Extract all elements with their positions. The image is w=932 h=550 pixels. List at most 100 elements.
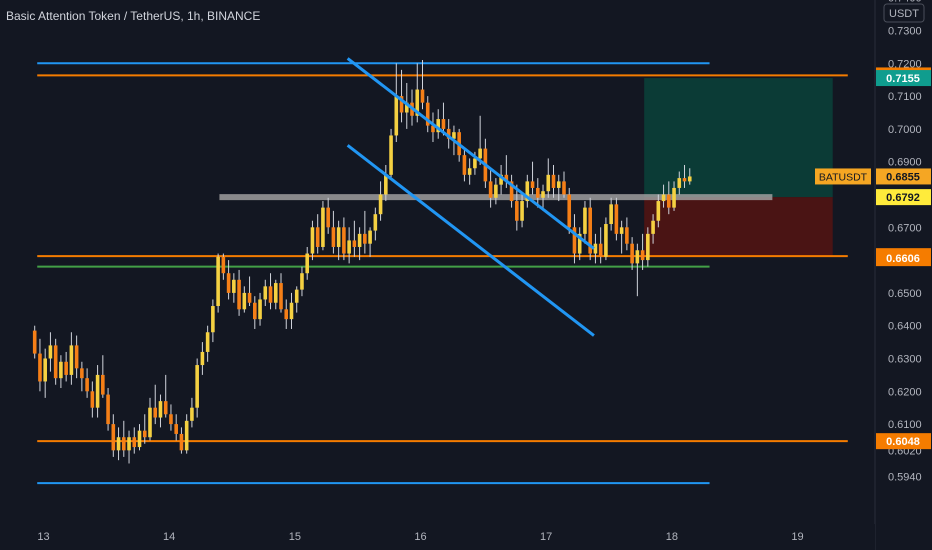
currency-box: USDT (883, 3, 925, 23)
x-tick-label: 15 (289, 531, 301, 543)
candle (389, 128, 393, 179)
candle (515, 184, 519, 231)
price-label-text: 0.6048 (886, 436, 920, 448)
candle (567, 187, 572, 234)
candle (441, 102, 446, 136)
candle (294, 286, 299, 313)
candle-body (661, 194, 666, 202)
candle (38, 338, 42, 392)
candle (488, 168, 493, 208)
candle (137, 424, 142, 451)
candle-body (174, 424, 178, 434)
candle-body (331, 227, 336, 247)
profit-zone (644, 78, 833, 198)
candle-body (640, 250, 645, 261)
candle (315, 214, 320, 254)
candle-body (431, 125, 435, 133)
candle (326, 197, 330, 234)
candle-body (300, 273, 304, 290)
candle-body (200, 351, 205, 366)
candle-body (64, 361, 68, 375)
candle-body (394, 96, 399, 136)
candle (205, 325, 210, 362)
candle-body (562, 181, 566, 195)
candle (431, 112, 435, 143)
candle (226, 260, 231, 300)
candle (420, 60, 425, 110)
candle-body (352, 240, 357, 247)
candle (494, 178, 498, 205)
candle (572, 214, 577, 264)
candle-body (279, 283, 283, 310)
candle (59, 355, 63, 389)
candle (132, 427, 137, 454)
y-tick-label: 0.6700 (888, 222, 922, 234)
candle (352, 220, 357, 257)
candle (310, 220, 315, 261)
candle (32, 325, 37, 359)
candle (184, 414, 189, 454)
y-tick-label: 0.7200 (888, 58, 922, 70)
channel-line (346, 57, 595, 250)
candle-body (666, 194, 671, 208)
candle-body (467, 168, 472, 175)
candle-body (132, 437, 137, 448)
candle-body (441, 119, 446, 129)
candle (551, 164, 556, 198)
candle (111, 414, 116, 457)
candle (101, 355, 105, 398)
candle-body (525, 181, 530, 202)
candle (279, 273, 283, 313)
candle-body (415, 89, 420, 116)
candle-body (137, 430, 142, 448)
candle-body (389, 135, 393, 175)
candle (232, 273, 236, 303)
candle-body (378, 194, 383, 215)
x-tick-label: 17 (540, 531, 552, 543)
candle-body (494, 184, 498, 198)
price-label-box (876, 250, 931, 267)
price-label: BATUSDT 0.6855 (815, 168, 931, 185)
candle-body (646, 233, 650, 261)
candle-body (373, 214, 378, 231)
price-label-text: 0.6606 (886, 253, 920, 265)
x-tick-label: 16 (414, 531, 426, 543)
candle-body (556, 181, 561, 188)
candle-body (604, 224, 608, 257)
symbol-tag (815, 168, 871, 185)
candle (363, 210, 367, 254)
candle (588, 197, 592, 261)
x-tick-label: 14 (163, 531, 175, 543)
candle-body (625, 227, 629, 244)
candle-body (153, 407, 158, 418)
candle (211, 299, 215, 343)
channel-line (346, 144, 595, 337)
candle (121, 420, 126, 457)
candle (635, 243, 640, 297)
candle (169, 404, 173, 431)
candle (80, 361, 84, 392)
candle-body (672, 187, 676, 208)
candle-body (216, 256, 220, 307)
candle-body (635, 250, 640, 264)
candle (116, 427, 121, 461)
candle-body (205, 332, 210, 352)
candle-body (336, 227, 341, 247)
candle-body (148, 407, 152, 438)
candle-body (90, 391, 95, 408)
candle-body (420, 89, 425, 103)
candle-body (80, 368, 84, 379)
candle (535, 178, 540, 208)
candle (174, 414, 178, 441)
candle-body (567, 194, 572, 228)
price-axis-background (875, 0, 932, 550)
candle (630, 237, 634, 270)
candle (436, 109, 441, 139)
price-label-box (876, 189, 931, 206)
candle (373, 207, 378, 241)
candle (425, 96, 430, 133)
candle (153, 384, 158, 425)
candle-body (577, 233, 582, 254)
candle (336, 220, 341, 261)
